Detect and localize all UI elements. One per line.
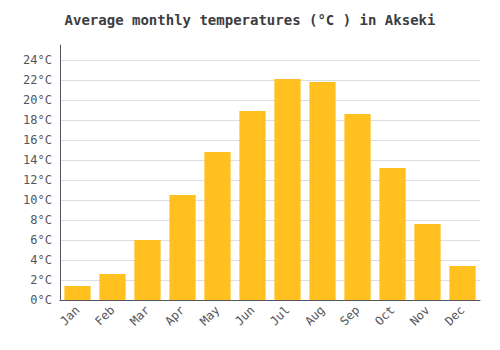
svg-text:14°C: 14°C (23, 153, 52, 167)
svg-text:Mar: Mar (127, 303, 152, 328)
svg-text:4°C: 4°C (30, 253, 52, 267)
svg-text:10°C: 10°C (23, 193, 52, 207)
svg-text:Aug: Aug (302, 303, 327, 328)
svg-text:Feb: Feb (92, 303, 117, 328)
svg-text:Jan: Jan (57, 303, 82, 328)
svg-text:Apr: Apr (162, 303, 187, 328)
svg-text:12°C: 12°C (23, 173, 52, 187)
svg-text:0°C: 0°C (30, 293, 52, 307)
svg-text:16°C: 16°C (23, 133, 52, 147)
svg-text:24°C: 24°C (23, 53, 52, 67)
svg-text:8°C: 8°C (30, 213, 52, 227)
svg-text:Jul: Jul (267, 303, 292, 328)
svg-text:Jun: Jun (232, 303, 257, 328)
svg-text:Average monthly temperatures (: Average monthly temperatures (°C ) in Ak… (65, 12, 436, 28)
svg-text:Dec: Dec (442, 303, 467, 328)
svg-text:18°C: 18°C (23, 113, 52, 127)
svg-text:Sep: Sep (337, 303, 362, 328)
svg-text:6°C: 6°C (30, 233, 52, 247)
svg-text:Nov: Nov (407, 303, 432, 328)
svg-text:20°C: 20°C (23, 93, 52, 107)
svg-text:May: May (197, 303, 222, 328)
svg-text:2°C: 2°C (30, 273, 52, 287)
svg-text:22°C: 22°C (23, 73, 52, 87)
svg-text:Oct: Oct (372, 303, 397, 328)
